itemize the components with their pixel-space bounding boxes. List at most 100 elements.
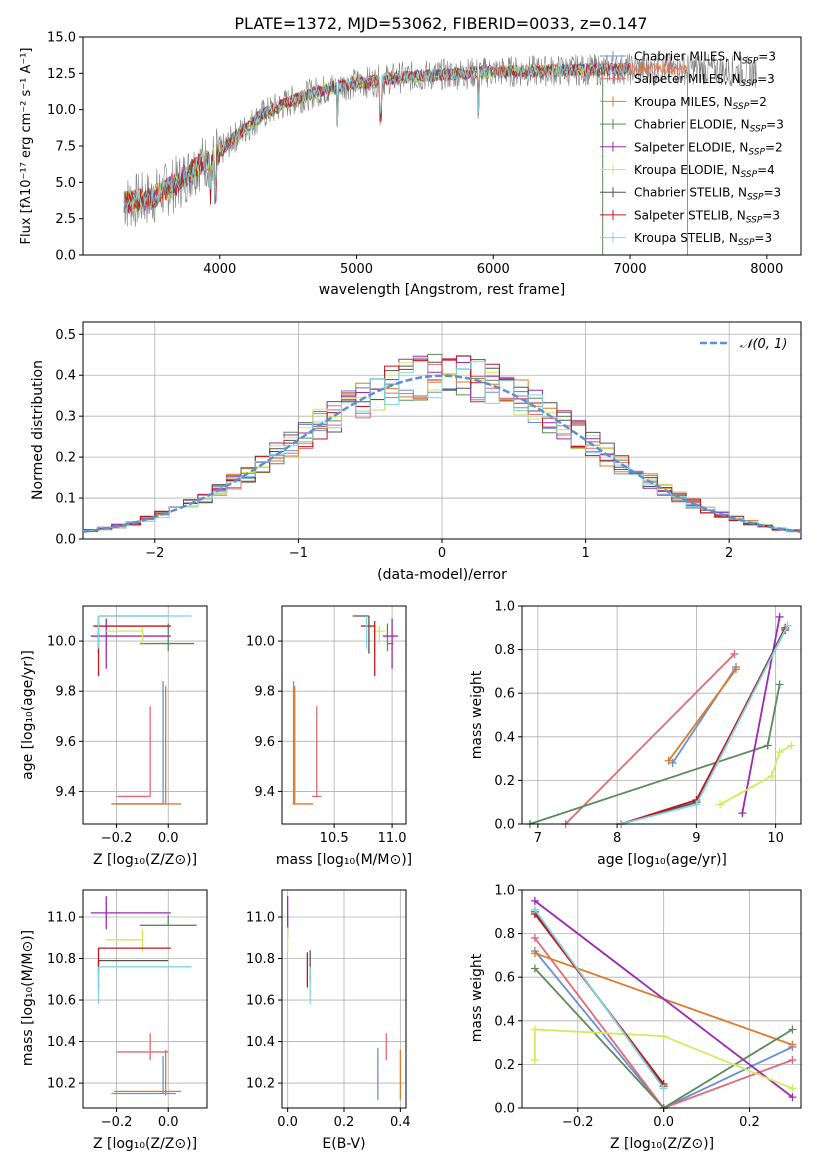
panel-content: 0.0 0.2 0.4 10.2 10.4 10.6 10.8 11.0 <box>246 889 411 1130</box>
age-vs-mass-panel: 10.5 11.0 9.4 9.6 9.8 10.0 mass [log₁₀(M/M⊙)] <box>246 605 412 868</box>
spectrum-content <box>123 53 758 255</box>
x-tick-label: 0.2 <box>334 1115 355 1130</box>
x-tick-label: 0.4 <box>390 1115 411 1130</box>
marker-kroupa-elodie <box>787 741 796 750</box>
y-tick-label: 10.2 <box>246 1077 275 1092</box>
marker-kroupa-miles <box>732 665 741 674</box>
marker-salpeter-elodie <box>530 896 539 905</box>
line-chabrier-elodie <box>529 684 781 825</box>
y-tick-label: 0.0 <box>494 818 515 833</box>
y-tick-label: 10.0 <box>47 103 76 118</box>
marker-kroupa-miles <box>664 756 673 765</box>
y-tick-label: 10.2 <box>47 1077 76 1092</box>
y-tick-label: 0.2 <box>55 451 76 466</box>
y-tick-label: 9.4 <box>55 785 76 800</box>
y-tick-label: 10.6 <box>246 994 275 1009</box>
marker-kroupa-elodie <box>788 1084 797 1093</box>
y-tick-label: 0.8 <box>494 643 515 658</box>
legend-label-chabrier-stelib: Chabrier STELIB, NSSP=3 <box>634 186 781 203</box>
legend-subscript: SSP <box>741 79 758 89</box>
panel-content: 10.5 11.0 9.4 9.6 9.8 10.0 <box>246 605 407 846</box>
axes-frame <box>521 889 802 1109</box>
model-spectrum-salpeter-stelib <box>123 62 630 214</box>
y-tick-label: 0.8 <box>494 927 515 942</box>
legend-label-salpeter-elodie: Salpeter ELODIE, NSSP=2 <box>634 140 783 157</box>
marker-salpeter-elodie <box>738 809 747 818</box>
x-tick-label: 0.0 <box>653 1115 674 1130</box>
x-tick-label: −2 <box>145 546 164 561</box>
y-tick-label: 10.8 <box>246 952 275 967</box>
legend-subscript: SSP <box>733 102 750 112</box>
panel-content: −0.2 0.0 10.2 10.4 10.6 10.8 11.0 <box>47 889 208 1130</box>
marker-salpeter-elodie <box>788 1093 797 1102</box>
marker-salpeter-miles <box>730 649 739 658</box>
legend-nssp: =3 <box>766 118 784 132</box>
marker-chabrier-elodie <box>775 680 784 689</box>
residual-xlabel: (data-model)/error <box>377 567 507 583</box>
line-kroupa-elodie <box>719 744 792 806</box>
y-tick-label: 1.0 <box>494 884 515 899</box>
x-tick-label: 0.2 <box>739 1115 760 1130</box>
legend-subscript: SSP <box>748 147 765 157</box>
y-tick-label: 9.6 <box>254 735 275 750</box>
marker-kroupa-stelib <box>783 621 792 630</box>
age-vs-metallicity-ylabel: age [log₁₀(age/yr)] <box>20 650 36 780</box>
marker-kroupa-miles <box>788 1040 797 1049</box>
x-tick-label: 4000 <box>203 262 236 277</box>
x-tick-label: −0.2 <box>101 1115 133 1130</box>
x-tick-label: 6000 <box>477 262 510 277</box>
x-tick-label: 0.0 <box>158 1115 179 1130</box>
legend-nssp: =4 <box>757 163 775 177</box>
legend-nssp: =3 <box>764 186 782 200</box>
legend-label-chabrier-elodie: Chabrier ELODIE, NSSP=3 <box>634 118 784 135</box>
mass-vs-metallicity-panel: −0.2 0.0 10.2 10.4 10.6 10.8 11.0 Z [log₁₀(Z/Z… <box>20 889 208 1152</box>
weight-vs-age-xlabel: age [log₁₀(age/yr)] <box>597 852 727 868</box>
marker-chabrier-elodie <box>788 1025 797 1034</box>
legend-nssp: =2 <box>765 140 783 154</box>
marker-kroupa-stelib <box>659 1084 668 1093</box>
y-tick-label: 2.5 <box>55 212 76 227</box>
panel-content: −0.2 0.0 9.4 9.6 9.8 10.0 <box>47 605 208 846</box>
legend-subscript: SSP <box>738 238 755 248</box>
y-tick-label: 9.8 <box>254 685 275 700</box>
line-kroupa-miles <box>667 668 737 762</box>
y-tick-label: 0.2 <box>494 774 515 789</box>
legend-subscript: SSP <box>750 125 767 135</box>
normal-distribution-curve <box>82 374 802 534</box>
y-tick-label: 9.8 <box>55 685 76 700</box>
weight-vs-age-ylabel: mass weight <box>469 670 485 759</box>
marker-kroupa-elodie <box>530 1056 539 1065</box>
axes-frame <box>521 605 802 825</box>
marker-chabrier-elodie <box>763 741 772 750</box>
x-tick-label: 1 <box>581 546 589 561</box>
residual-legend: 𝒩(0, 1) <box>700 337 787 352</box>
mass-vs-ebv-panel: 0.0 0.2 0.4 10.2 10.4 10.6 10.8 11.0 E(B-V) <box>246 889 411 1152</box>
y-tick-label: 5.0 <box>55 176 76 191</box>
x-tick-label: −0.2 <box>562 1115 594 1130</box>
marker-chabrier-elodie <box>530 964 539 973</box>
y-tick-label: 0.3 <box>55 410 76 425</box>
age-vs-metallicity-xlabel: Z [log₁₀(Z/Z⊙)] <box>93 852 197 868</box>
y-tick-label: 0.2 <box>494 1058 515 1073</box>
y-tick-label: 0.0 <box>494 1102 515 1117</box>
x-tick-label: 0 <box>438 546 446 561</box>
y-tick-label: 0.0 <box>55 533 76 548</box>
marker-kroupa-elodie <box>767 772 776 781</box>
y-tick-label: 0.0 <box>55 249 76 264</box>
spectrum-ylabel: Flux [fλ10⁻¹⁷ erg cm⁻² s⁻¹ A⁻¹] <box>19 48 34 245</box>
legend-nssp: =3 <box>758 50 776 64</box>
normal-legend-label: 𝒩(0, 1) <box>740 337 787 352</box>
y-tick-label: 10.4 <box>246 1035 275 1050</box>
y-tick-label: 10.4 <box>47 1035 76 1050</box>
line-salpeter-stelib <box>620 629 786 825</box>
y-tick-label: 12.5 <box>47 67 76 82</box>
x-tick-label: 10 <box>767 831 784 846</box>
y-tick-label: 10.0 <box>47 635 76 650</box>
panel-content: 7 8 9 10 0.0 0.2 0.4 0.6 0.8 1.0 <box>494 600 802 846</box>
marker-kroupa-elodie <box>716 800 725 809</box>
marker-salpeter-miles <box>530 933 539 942</box>
legend-subscript: SSP <box>746 215 763 225</box>
marker-salpeter-elodie <box>775 612 784 621</box>
x-tick-label: 11.0 <box>378 831 407 846</box>
x-tick-label: 7000 <box>614 262 647 277</box>
